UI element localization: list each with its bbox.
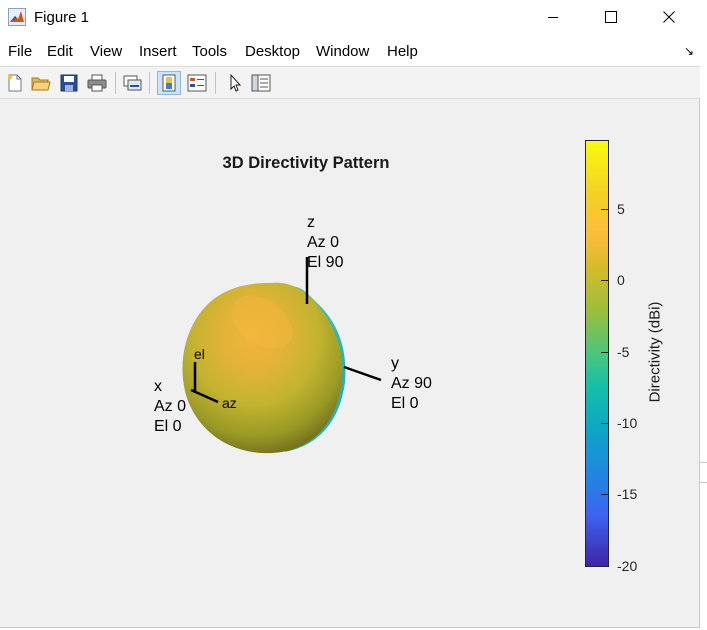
link-plot-icon	[123, 75, 142, 91]
link-plot-button[interactable]	[121, 71, 145, 95]
property-inspector-icon	[251, 74, 271, 92]
colorbar-tick	[601, 494, 608, 495]
colorbar-toggle-icon	[162, 74, 176, 92]
menu-insert[interactable]: Insert	[139, 43, 177, 60]
maximize-icon	[605, 11, 617, 23]
pattern-body	[182, 282, 343, 454]
edit-plot-arrow-icon	[230, 74, 242, 92]
legend-toggle-button[interactable]	[185, 71, 209, 95]
colorbar-tick	[601, 352, 608, 353]
colorbar-tick	[601, 423, 608, 424]
menu-window[interactable]: Window	[316, 43, 370, 60]
y-axis-el: El 0	[391, 395, 419, 412]
menu-desktop[interactable]: Desktop	[245, 43, 301, 60]
property-inspector-button[interactable]	[249, 71, 273, 95]
matlab-icon	[8, 8, 26, 26]
el-axis-label: el	[194, 346, 205, 362]
window-title: Figure 1	[34, 9, 90, 26]
toolbar-separator	[149, 72, 150, 94]
title-bar[interactable]: Figure 1	[0, 0, 700, 34]
colorbar-tick-label: -5	[617, 344, 630, 360]
new-figure-icon	[8, 74, 22, 92]
x-axis-el: El 0	[154, 418, 182, 435]
background-divider	[700, 482, 707, 483]
toolbar-separator	[215, 72, 216, 94]
z-axis-name: z	[307, 214, 315, 231]
y-axis-az: Az 90	[391, 375, 432, 392]
minimize-button[interactable]	[524, 0, 582, 34]
colorbar-tick-label: -10	[617, 415, 638, 431]
background-edge	[700, 0, 707, 630]
menu-bar: File Edit View Insert Tools Desktop Wind…	[0, 34, 700, 67]
colorbar-label: Directivity (dBi)	[646, 301, 664, 403]
print-button[interactable]	[85, 71, 109, 95]
colorbar-tick-label: -15	[617, 486, 638, 502]
close-icon	[663, 11, 675, 23]
legend-toggle-icon	[187, 74, 207, 92]
z-axis-az: Az 0	[307, 234, 340, 251]
colorbar-tick-label: 0	[617, 272, 625, 288]
dock-arrow-icon[interactable]: ↘	[683, 44, 694, 58]
z-axis-el: El 90	[307, 254, 344, 271]
plot-title: 3D Directivity Pattern	[222, 154, 390, 172]
colorbar-tick	[601, 209, 608, 210]
x-axis-az: Az 0	[154, 398, 187, 415]
colorbar-tick-label: -20	[617, 558, 638, 574]
colorbar-gradient	[586, 141, 608, 566]
colorbar[interactable]	[585, 140, 609, 567]
save-icon	[60, 74, 78, 92]
z-axis-label: z Az 0 El 90	[307, 213, 343, 273]
az-axis-label: az	[222, 395, 237, 411]
colorbar-toggle-button[interactable]	[157, 71, 181, 95]
toolbar-separator	[115, 72, 116, 94]
menu-view[interactable]: View	[90, 43, 123, 60]
x-axis-label: x Az 0 El 0	[154, 377, 186, 437]
background-divider	[700, 462, 707, 463]
close-button[interactable]	[640, 0, 698, 34]
open-file-button[interactable]	[29, 71, 53, 95]
colorbar-tick-label: 5	[617, 201, 625, 217]
colorbar-tick	[601, 280, 608, 281]
maximize-button[interactable]	[582, 0, 640, 34]
menu-tools[interactable]: Tools	[192, 43, 228, 60]
y-axis-name: y	[391, 355, 399, 372]
new-figure-button[interactable]	[3, 71, 27, 95]
open-file-icon	[31, 77, 51, 91]
menu-edit[interactable]: Edit	[47, 43, 73, 60]
minimize-icon	[548, 17, 558, 18]
menu-help[interactable]: Help	[387, 43, 418, 60]
print-icon	[87, 74, 107, 92]
edit-plot-button[interactable]	[223, 71, 247, 95]
y-axis-line	[343, 365, 382, 382]
x-axis-name: x	[154, 378, 162, 395]
az-axis-line	[190, 388, 219, 404]
figure-toolbar	[0, 67, 700, 99]
menu-file[interactable]: File	[8, 43, 33, 60]
pattern-highlight	[231, 295, 293, 349]
y-axis-label: y Az 90 El 0	[391, 354, 432, 414]
save-button[interactable]	[57, 71, 81, 95]
